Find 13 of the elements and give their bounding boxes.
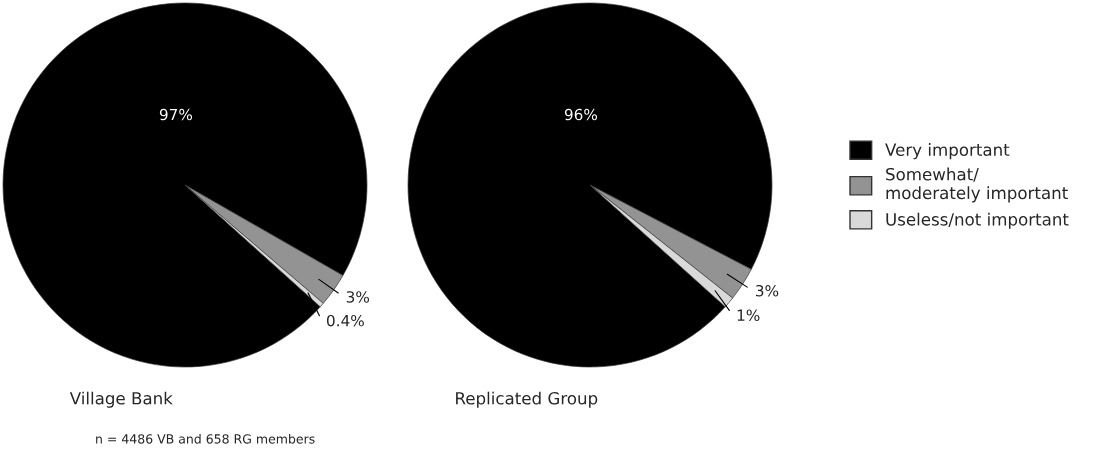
data-label: 96% bbox=[564, 108, 598, 121]
data-label: 97% bbox=[159, 108, 193, 121]
legend-label: Useless/not important bbox=[886, 212, 1069, 229]
data-label: 3% bbox=[756, 284, 779, 297]
text: Replicated Group bbox=[456, 391, 598, 408]
legend-label: Very important bbox=[885, 143, 1010, 160]
text: Village Bank bbox=[69, 391, 173, 408]
data-label: 1% bbox=[737, 309, 760, 321]
text: n = 4486 VB and 658 RG members bbox=[96, 433, 315, 444]
pie-slice bbox=[2, 2, 368, 368]
legend-label: Somewhat/ moderately important bbox=[886, 167, 1068, 203]
data-label: 0.4% bbox=[326, 314, 364, 327]
data-label: 3% bbox=[346, 291, 370, 303]
